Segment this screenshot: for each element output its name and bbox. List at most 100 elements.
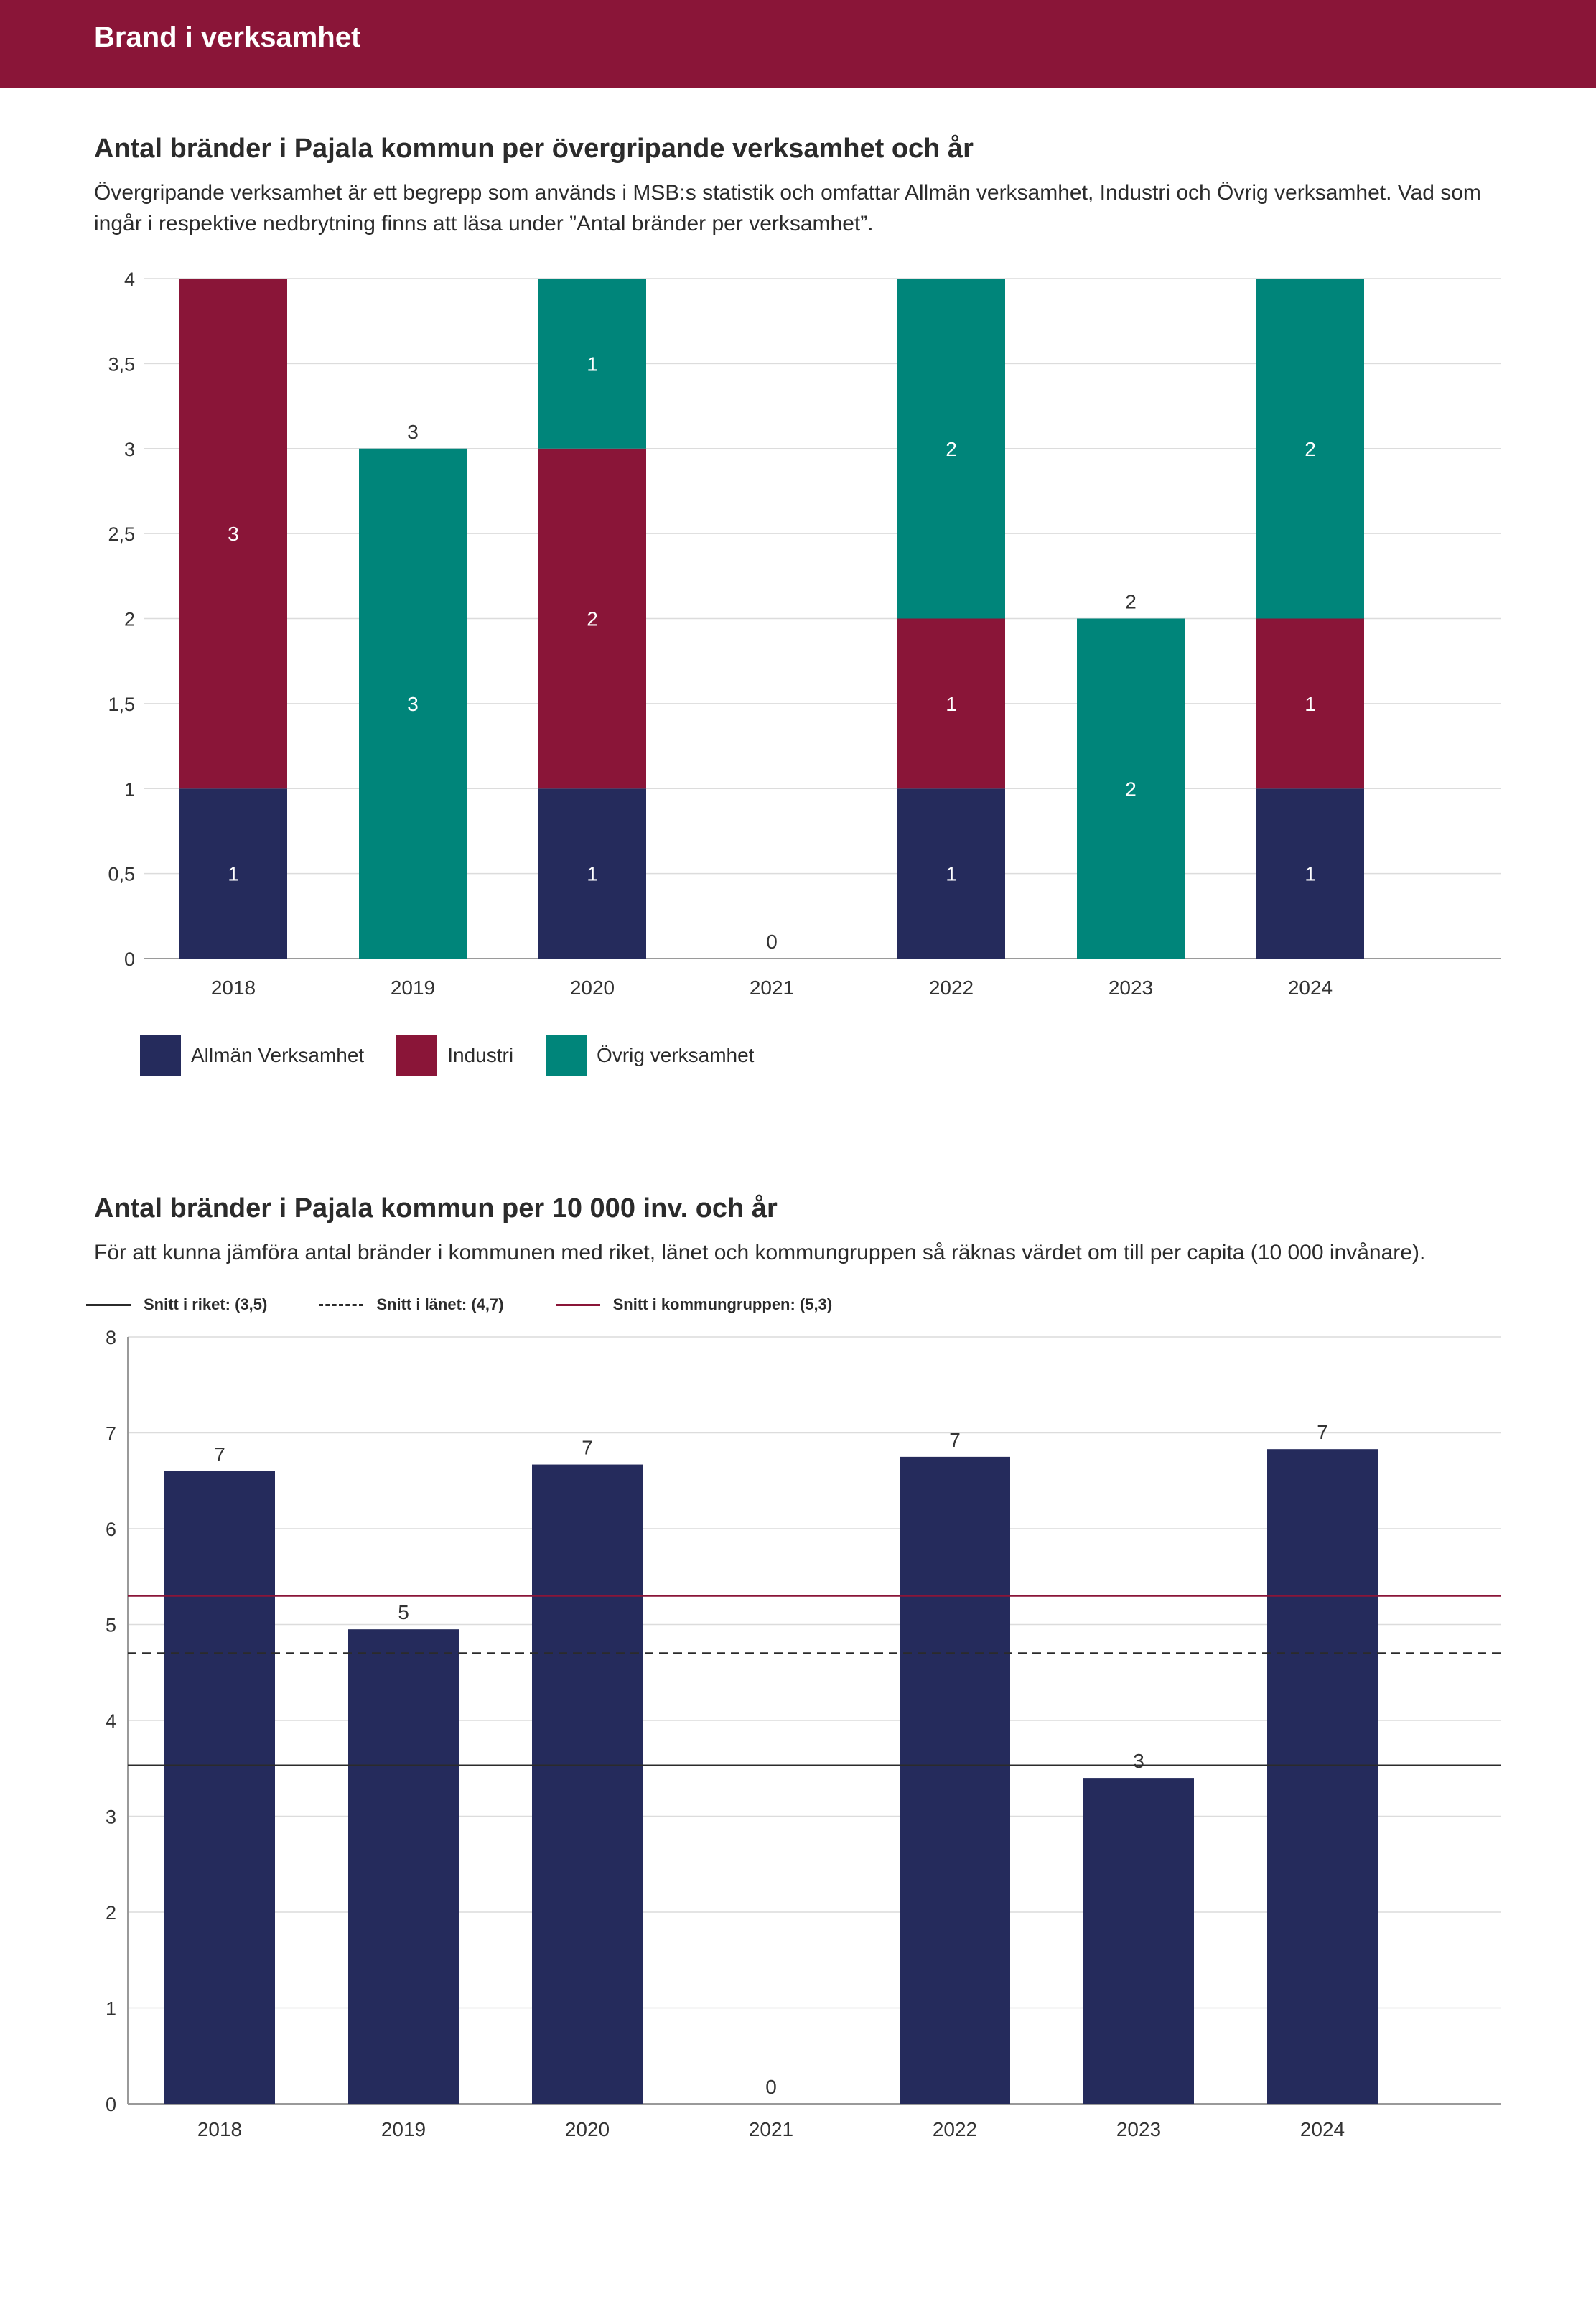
- bar-segment: [179, 279, 287, 789]
- bar-segment: [1077, 618, 1185, 959]
- bar-segment-label: 1: [946, 693, 957, 715]
- bar-segment-label: 1: [587, 863, 598, 885]
- legend-line-dashed: [319, 1303, 364, 1306]
- y-tick-label: 5: [106, 1615, 116, 1636]
- chart2-legend: Snitt i riket: (3,5) Snitt i länet: (4,7…: [86, 1292, 884, 1317]
- legend-swatch: [140, 1035, 181, 1076]
- legend-item-industri: Industri: [396, 1035, 513, 1076]
- bar: [164, 1471, 275, 2104]
- y-tick-label: 6: [106, 1519, 116, 1540]
- legend-label: Snitt i kommungruppen: (5,3): [612, 1295, 833, 1313]
- bar-segment-label: 1: [587, 353, 598, 375]
- stacked-bar-chart: 0 0,5 1 1,5 2 2,5 3 3,5 4 1 3 2018 3 3 2019 1 2 1 2020 0 202…: [108, 269, 1501, 999]
- legend-item-lanet: Snitt i länet: (4,7): [319, 1295, 504, 1314]
- bar: [348, 1629, 459, 2104]
- y-tick-label: 3: [106, 1807, 116, 1828]
- x-tick-label: 2021: [750, 977, 794, 999]
- bar-value-label: 7: [582, 1437, 593, 1459]
- bar-total-label: 2: [1125, 591, 1137, 613]
- y-tick-label: 0: [124, 949, 135, 970]
- legend-label: Snitt i riket: (3,5): [144, 1295, 268, 1313]
- per-capita-bar-chart: 0 1 2 3 4 5 6 7 8 7 2018 5 2019 7 2020 0 2021 7 2022 3 2023 7…: [106, 1328, 1501, 2140]
- legend-label: Snitt i länet: (4,7): [376, 1295, 504, 1313]
- bar-segment-label: 2: [1125, 778, 1137, 800]
- y-tick-label: 3: [124, 439, 135, 460]
- x-tick-label: 2022: [933, 2118, 977, 2140]
- x-tick-label: 2018: [197, 2118, 242, 2140]
- x-tick-label: 2023: [1116, 2118, 1161, 2140]
- y-tick-label: 4: [124, 269, 135, 290]
- legend-item-allman: Allmän Verksamhet: [140, 1035, 364, 1076]
- x-tick-label: 2020: [570, 977, 615, 999]
- y-tick-label: 1: [106, 1998, 116, 2020]
- bar: [900, 1456, 1010, 2104]
- y-tick-label: 1,5: [108, 694, 135, 715]
- legend-label: Allmän Verksamhet: [191, 1044, 365, 1066]
- legend-line-solid: [86, 1303, 131, 1306]
- bar-segment: [1256, 788, 1364, 959]
- x-tick-label: 2019: [381, 2118, 426, 2140]
- x-tick-label: 2019: [391, 977, 435, 999]
- legend-item-riket: Snitt i riket: (3,5): [86, 1295, 267, 1314]
- bar-value-label: 7: [214, 1443, 225, 1465]
- y-tick-label: 3,5: [108, 353, 135, 375]
- x-tick-label: 2018: [211, 977, 256, 999]
- bar-segment-label: 2: [1305, 438, 1316, 460]
- legend-label: Övrig verksamhet: [597, 1044, 755, 1066]
- bar-total-label: 0: [766, 931, 778, 953]
- bar-segment: [897, 788, 1005, 959]
- bar-segment-label: 3: [228, 523, 239, 545]
- bar-value-label: 3: [1133, 1750, 1144, 1772]
- bar-segment: [538, 788, 646, 959]
- bar-value-label: 7: [1317, 1421, 1328, 1443]
- bar-segment-label: 1: [1305, 693, 1316, 715]
- legend-item-ovrig: Övrig verksamhet: [546, 1035, 754, 1076]
- bar-segment-label: 1: [228, 863, 239, 885]
- y-tick-label: 4: [106, 1710, 116, 1732]
- chart1-legend: Allmän Verksamhet Industri Övrig verksam…: [140, 1034, 786, 1077]
- bar-segment: [179, 788, 287, 959]
- legend-item-kommungruppen: Snitt i kommungruppen: (5,3): [555, 1295, 833, 1314]
- bar-total-label: 3: [407, 421, 419, 443]
- y-tick-label: 0,5: [108, 864, 135, 885]
- x-tick-label: 2022: [929, 977, 974, 999]
- y-tick-label: 1: [124, 778, 135, 800]
- y-tick-label: 0: [106, 2094, 116, 2115]
- legend-label: Industri: [447, 1044, 514, 1066]
- legend-line-red: [555, 1303, 600, 1306]
- page-title: Brand i verksamhet: [94, 22, 361, 53]
- bar-value-label: 5: [398, 1601, 409, 1623]
- bar: [1267, 1449, 1378, 2104]
- chart2-title: Antal bränder i Pajala kommun per 10 000…: [94, 1193, 778, 1224]
- x-tick-label: 2024: [1300, 2118, 1345, 2140]
- header-banner: Brand i verksamhet: [0, 0, 1596, 88]
- chart1-description: Övergripande verksamhet är ett begrepp s…: [94, 181, 1481, 236]
- bar: [532, 1464, 643, 2104]
- y-tick-label: 8: [106, 1328, 116, 1348]
- chart2-description: För att kunna jämföra antal bränder i ko…: [94, 1241, 1426, 1264]
- legend-swatch: [396, 1035, 438, 1076]
- y-tick-label: 2,5: [108, 523, 135, 545]
- chart1-title: Antal bränder i Pajala kommun per övergr…: [94, 134, 974, 164]
- bar-segment: [359, 448, 467, 959]
- bar-segment: [538, 448, 646, 789]
- y-tick-label: 2: [124, 609, 135, 630]
- bar: [1083, 1778, 1194, 2104]
- bar-segment-label: 1: [946, 863, 957, 885]
- bar-segment: [1256, 618, 1364, 789]
- bar-segment-label: 3: [407, 693, 419, 715]
- legend-swatch: [546, 1035, 587, 1076]
- bar-segment: [897, 279, 1005, 619]
- bar-value-label: 7: [949, 1429, 961, 1451]
- x-tick-label: 2024: [1288, 977, 1333, 999]
- bar-value-label: 0: [765, 2076, 777, 2098]
- x-tick-label: 2023: [1109, 977, 1153, 999]
- y-tick-label: 7: [106, 1423, 116, 1445]
- bar-segment: [538, 279, 646, 449]
- bar-segment-label: 2: [587, 608, 598, 630]
- bar-segment: [1256, 279, 1364, 619]
- x-tick-label: 2021: [749, 2118, 793, 2140]
- bar-segment-label: 2: [946, 438, 957, 460]
- x-tick-label: 2020: [565, 2118, 610, 2140]
- bar-segment-label: 1: [1305, 863, 1316, 885]
